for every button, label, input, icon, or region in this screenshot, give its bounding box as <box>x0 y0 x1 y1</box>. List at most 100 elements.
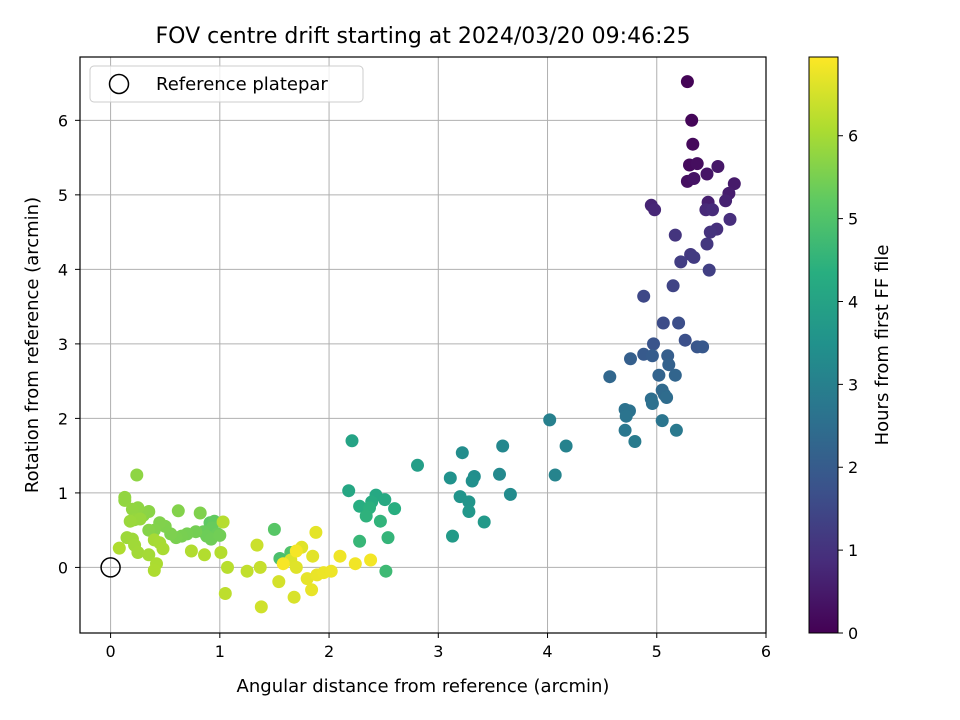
data-point <box>289 560 303 574</box>
data-point <box>142 523 156 537</box>
data-point <box>687 250 701 264</box>
data-point <box>702 263 716 277</box>
data-point <box>300 572 314 586</box>
colorbar-label: Hours from first FF file <box>872 245 893 446</box>
legend-label: Reference platepar <box>156 74 328 95</box>
y-tick-label: 3 <box>58 335 68 354</box>
data-point <box>455 446 469 460</box>
data-point <box>668 228 682 242</box>
colorbar-tick-label: 5 <box>848 210 858 229</box>
chart-title: FOV centre drift starting at 2024/03/20 … <box>156 24 691 49</box>
data-point <box>348 557 362 571</box>
data-point <box>333 549 347 563</box>
data-point <box>253 560 267 574</box>
data-point <box>379 564 393 578</box>
data-point <box>655 414 669 428</box>
data-point <box>645 349 659 363</box>
data-point <box>309 525 323 539</box>
data-point <box>443 471 457 485</box>
data-point <box>496 439 510 453</box>
colorbar-tick-label: 6 <box>848 127 858 146</box>
data-point <box>240 564 254 578</box>
data-point <box>289 544 303 558</box>
data-point <box>696 340 710 354</box>
legend: Reference platepar <box>89 65 364 103</box>
data-point <box>703 225 717 239</box>
x-tick-label: 6 <box>761 642 771 661</box>
data-point <box>685 113 699 127</box>
grid-lines <box>80 57 767 633</box>
data-point <box>214 546 228 559</box>
data-point <box>493 467 506 481</box>
data-point <box>652 368 666 382</box>
data-point <box>678 333 692 347</box>
data-point <box>345 434 359 448</box>
y-axis-label: Rotation from reference (arcmin) <box>22 197 43 493</box>
x-axis-ticks: 0 1 2 3 4 5 6 <box>105 633 771 661</box>
data-point <box>216 515 230 529</box>
data-point <box>543 413 557 427</box>
data-point <box>388 502 402 516</box>
data-point <box>193 506 207 520</box>
data-point <box>276 557 290 571</box>
colorbar-tick-label: 0 <box>848 624 858 643</box>
data-point <box>723 212 737 226</box>
data-point <box>267 522 281 536</box>
x-tick-label: 4 <box>542 642 552 661</box>
data-point <box>647 337 660 351</box>
data-point <box>306 549 320 563</box>
colorbar-tick-label: 2 <box>848 458 858 477</box>
data-point <box>287 590 301 604</box>
y-tick-label: 0 <box>58 558 68 577</box>
data-point <box>672 316 686 330</box>
data-point <box>559 439 573 453</box>
data-point <box>668 368 682 382</box>
data-point <box>353 499 367 513</box>
data-point <box>727 177 741 191</box>
data-point <box>680 75 694 89</box>
data-point <box>706 203 719 217</box>
data-point <box>133 512 147 526</box>
data-point <box>666 279 680 293</box>
data-point <box>130 468 144 482</box>
data-point <box>118 490 132 504</box>
x-tick-label: 0 <box>105 642 115 661</box>
data-point <box>359 509 373 523</box>
legend-box <box>89 65 364 103</box>
data-point <box>218 587 232 600</box>
data-point <box>603 370 617 384</box>
data-point <box>125 502 139 516</box>
colorbar <box>808 56 839 634</box>
data-point <box>477 515 491 529</box>
data-point <box>548 468 562 482</box>
data-point <box>184 544 198 558</box>
x-tick-label: 2 <box>324 642 334 661</box>
data-point <box>378 493 392 507</box>
x-axis-label: Angular distance from reference (arcmin) <box>237 676 610 697</box>
y-tick-label: 5 <box>58 186 68 205</box>
data-point <box>462 495 476 509</box>
data-point <box>324 564 338 578</box>
y-tick-label: 2 <box>58 409 68 428</box>
data-point <box>660 391 674 404</box>
y-axis-ticks: 0 1 2 3 4 5 6 <box>58 111 80 577</box>
data-point <box>147 563 161 577</box>
data-point <box>446 529 459 543</box>
colorbar-tick-label: 4 <box>848 292 858 311</box>
data-point <box>700 167 714 181</box>
x-tick-label: 3 <box>433 642 443 661</box>
data-point <box>656 316 670 330</box>
data-point <box>353 534 367 548</box>
data-point <box>156 542 170 556</box>
data-point <box>213 528 227 542</box>
legend-marker <box>108 73 130 95</box>
data-point <box>305 583 319 597</box>
data-point <box>250 538 264 552</box>
data-point <box>674 255 688 269</box>
y-tick-label: 4 <box>58 260 68 279</box>
data-point <box>624 352 637 366</box>
data-points <box>100 75 741 614</box>
data-point <box>618 423 632 437</box>
data-point <box>628 435 642 448</box>
